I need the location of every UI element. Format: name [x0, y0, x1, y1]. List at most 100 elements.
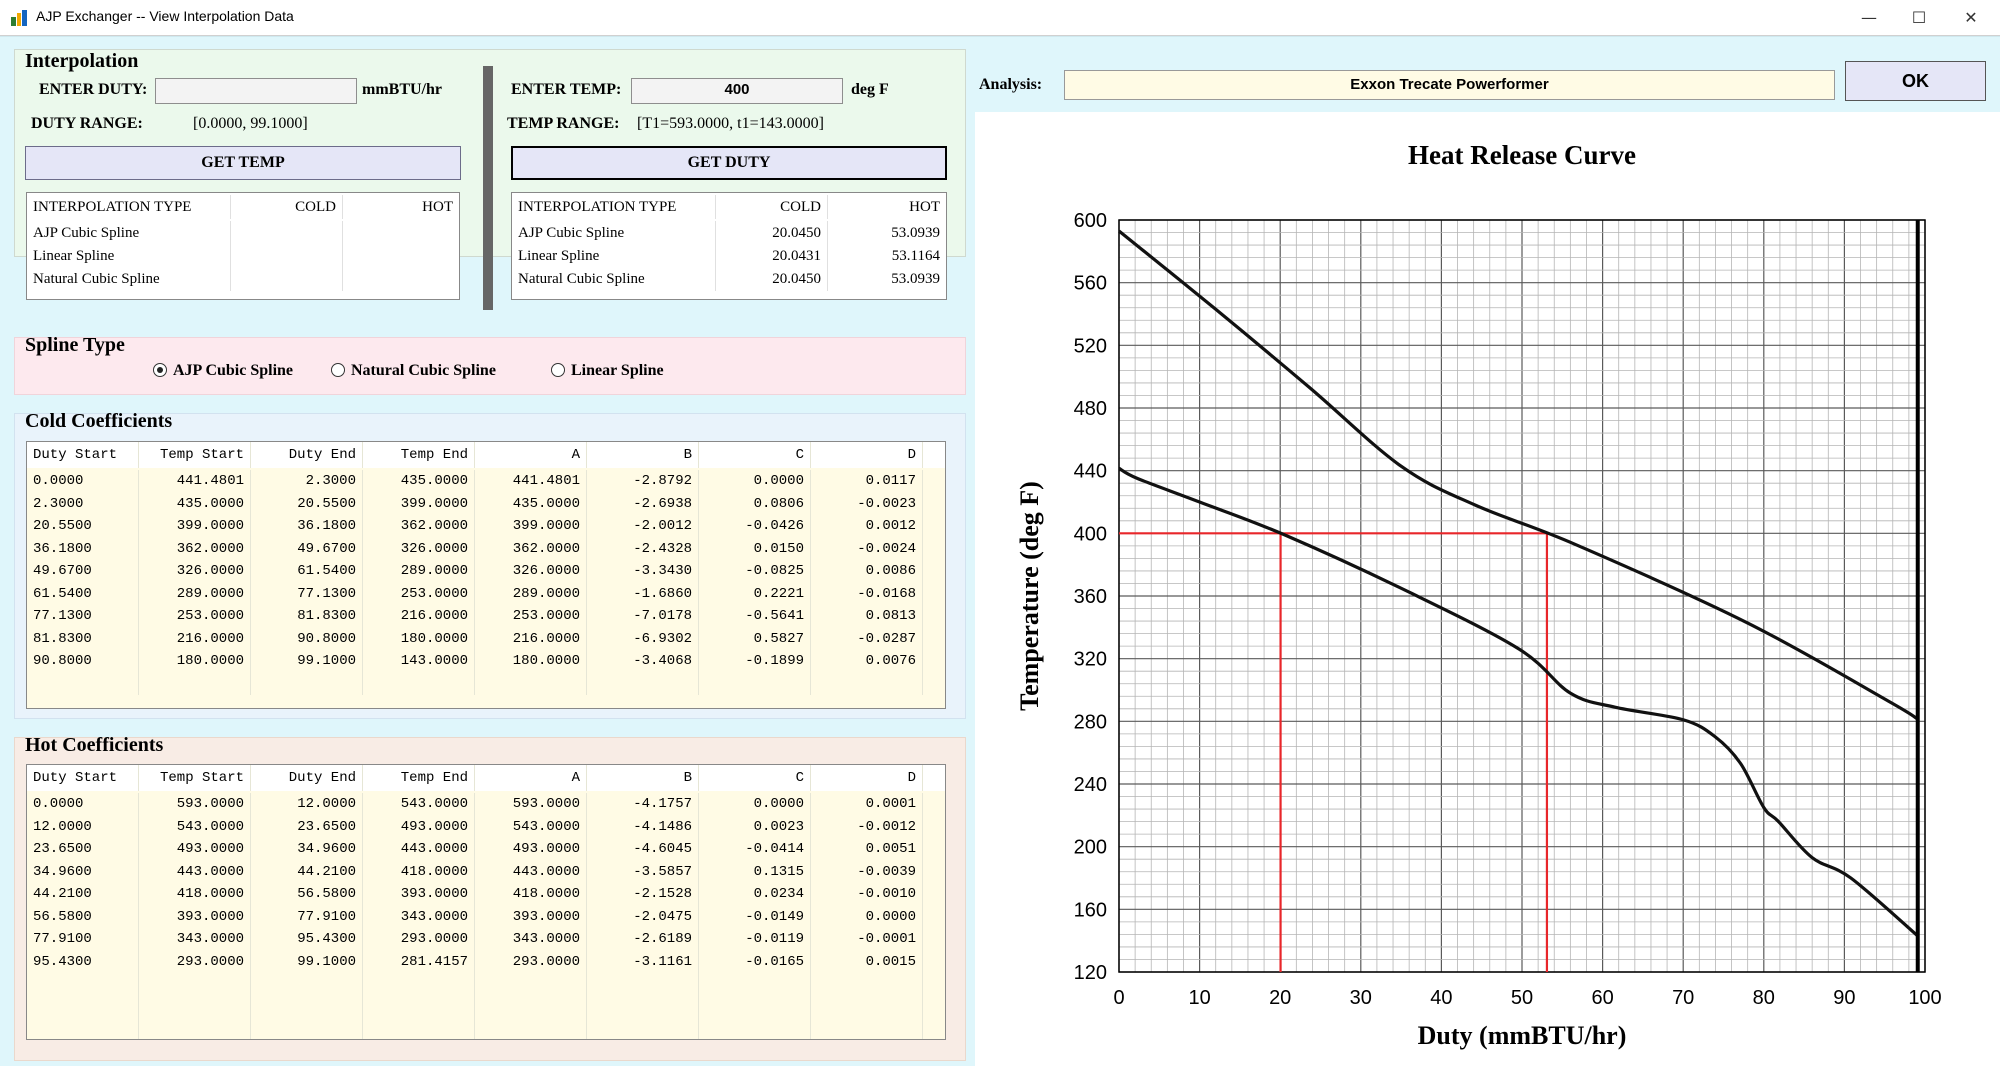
- table-row[interactable]: 36.1800 362.0000 49.6700 326.0000 362.0000 -2…: [27, 537, 945, 560]
- table-row[interactable]: 12.0000 543.0000 23.6500 493.0000 543.0000 -4…: [27, 815, 945, 838]
- grid-cell: 81.8300: [251, 605, 363, 628]
- grid-cell: 23.6500: [251, 815, 363, 838]
- cold-cell: 20.0450: [716, 221, 828, 245]
- hot-coefficients-grid[interactable]: Duty Start Temp Start Duty End Temp End A B C D…: [26, 764, 946, 1040]
- grid-cell: 12.0000: [251, 793, 363, 816]
- table-row[interactable]: 20.5500 399.0000 36.1800 362.0000 399.0000 -2…: [27, 515, 945, 538]
- radio-natural-cubic-spline[interactable]: Natural Cubic Spline: [331, 362, 496, 380]
- temp-input[interactable]: 400: [631, 78, 843, 104]
- grid-cell: 99.1000: [251, 650, 363, 673]
- grid-cell: 443.0000: [139, 860, 251, 883]
- table-row[interactable]: 81.8300 216.0000 90.8000 180.0000 216.0000 -6…: [27, 627, 945, 650]
- grid-column-header[interactable]: Duty Start: [27, 442, 139, 468]
- ok-button[interactable]: OK: [1845, 61, 1986, 101]
- grid-column-header[interactable]: A: [475, 765, 587, 791]
- col-hot: HOT: [422, 199, 453, 215]
- grid-cell: [811, 995, 923, 1018]
- grid-cell: 216.0000: [139, 627, 251, 650]
- table-row[interactable]: 61.5400 289.0000 77.1300 253.0000 289.0000 -1…: [27, 582, 945, 605]
- minimize-button[interactable]: —: [1861, 8, 1877, 27]
- radio-ajp-cubic-spline[interactable]: AJP Cubic Spline: [153, 362, 293, 380]
- table-row[interactable]: [27, 672, 945, 695]
- table-row[interactable]: 44.2100 418.0000 56.5800 393.0000 418.0000 -2…: [27, 883, 945, 906]
- grid-column-header[interactable]: C: [699, 442, 811, 468]
- y-tick-label: 120: [1074, 962, 1107, 984]
- table-row[interactable]: 90.8000 180.0000 99.1000 143.0000 180.0000 -3…: [27, 650, 945, 673]
- grid-cell: -4.1486: [587, 815, 699, 838]
- hot-coefficients-title: Hot Coefficients: [25, 734, 164, 756]
- table-row[interactable]: 2.3000 435.0000 20.5500 399.0000 435.0000 -2.…: [27, 492, 945, 515]
- grid-cell: [27, 973, 139, 996]
- grid-cell: 343.0000: [475, 928, 587, 951]
- table-row[interactable]: 49.6700 326.0000 61.5400 289.0000 326.0000 -3…: [27, 560, 945, 583]
- duty-input[interactable]: [155, 78, 357, 104]
- table-row[interactable]: [27, 995, 945, 1018]
- table-row[interactable]: 95.4300 293.0000 99.1000 281.4157 293.0000 -3…: [27, 950, 945, 973]
- table-row[interactable]: 0.0000 593.0000 12.0000 543.0000 593.0000 -4.…: [27, 793, 945, 816]
- maximize-button[interactable]: ☐: [1911, 8, 1927, 27]
- grid-cell: [699, 1018, 811, 1039]
- grid-column-header[interactable]: Duty Start: [27, 765, 139, 791]
- app-icon: [11, 10, 27, 26]
- table-row[interactable]: 56.5800 393.0000 77.9100 343.0000 393.0000 -2…: [27, 905, 945, 928]
- grid-cell: [587, 1018, 699, 1039]
- grid-cell: 95.4300: [27, 950, 139, 973]
- grid-cell: 0.0000: [27, 470, 139, 493]
- grid-column-header[interactable]: A: [475, 442, 587, 468]
- enter-duty-label: ENTER DUTY:: [39, 81, 148, 98]
- close-button[interactable]: ✕: [1964, 8, 1978, 27]
- grid-cell: 0.0000: [811, 905, 923, 928]
- x-axis-label: Duty (mmBTU/hr): [1418, 1021, 1627, 1050]
- grid-cell: -0.0039: [811, 860, 923, 883]
- grid-cell: 441.4801: [475, 470, 587, 493]
- grid-column-header[interactable]: B: [587, 442, 699, 468]
- grid-column-header[interactable]: Temp End: [363, 442, 475, 468]
- grid-column-header[interactable]: D: [811, 765, 923, 791]
- grid-cell: -0.0010: [811, 883, 923, 906]
- hot-curve-line: [1117, 229, 1919, 721]
- cold-coefficients-grid[interactable]: Duty Start Temp Start Duty End Temp End A B C D…: [26, 441, 946, 709]
- grid-cell: -0.0001: [811, 928, 923, 951]
- y-tick-label: 520: [1074, 335, 1107, 357]
- grid-column-header[interactable]: Temp Start: [139, 765, 251, 791]
- grid-cell: 36.1800: [27, 537, 139, 560]
- grid-cell: 289.0000: [363, 560, 475, 583]
- duty-unit-label: mmBTU/hr: [362, 81, 442, 98]
- table-row[interactable]: 0.0000 441.4801 2.3000 435.0000 441.4801 -2.8…: [27, 470, 945, 493]
- table-row[interactable]: 23.6500 493.0000 34.9600 443.0000 493.0000 -4…: [27, 838, 945, 861]
- grid-column-header[interactable]: D: [811, 442, 923, 468]
- analysis-label: Analysis:: [979, 76, 1043, 93]
- grid-cell: 343.0000: [363, 905, 475, 928]
- get-duty-button[interactable]: GET DUTY: [511, 146, 947, 180]
- grid-cell: -3.3430: [587, 560, 699, 583]
- table-row[interactable]: [27, 1018, 945, 1039]
- grid-cell: 0.0000: [27, 793, 139, 816]
- grid-column-header[interactable]: Duty End: [251, 442, 363, 468]
- get-temp-button[interactable]: GET TEMP: [25, 146, 461, 180]
- grid-cell: -2.8792: [587, 470, 699, 493]
- grid-cell: [363, 973, 475, 996]
- col-hot: HOT: [909, 199, 940, 215]
- grid-cell: 0.0813: [811, 605, 923, 628]
- grid-cell: [139, 973, 251, 996]
- hot-cell: [343, 267, 459, 291]
- table-row[interactable]: 34.9600 443.0000 44.2100 418.0000 443.0000 -3…: [27, 860, 945, 883]
- table-row[interactable]: 77.9100 343.0000 95.4300 293.0000 343.0000 -2…: [27, 928, 945, 951]
- x-tick-label: 50: [1511, 987, 1533, 1009]
- table-row[interactable]: 77.1300 253.0000 81.8300 216.0000 253.0000 -7…: [27, 605, 945, 628]
- y-tick-label: 240: [1074, 774, 1107, 796]
- grid-column-header[interactable]: C: [699, 765, 811, 791]
- enter-temp-label: ENTER TEMP:: [511, 81, 622, 98]
- grid-column-header[interactable]: B: [587, 765, 699, 791]
- grid-column-header[interactable]: Temp End: [363, 765, 475, 791]
- right-interpolation-table: INTERPOLATION TYPE COLD HOT AJP Cubic Sp…: [511, 192, 947, 300]
- grid-cell: [27, 672, 139, 695]
- grid-column-header[interactable]: Temp Start: [139, 442, 251, 468]
- interp-type-cell: Linear Spline: [27, 244, 231, 268]
- grid-cell: 418.0000: [363, 860, 475, 883]
- radio-linear-spline[interactable]: Linear Spline: [551, 362, 664, 380]
- grid-column-header[interactable]: Duty End: [251, 765, 363, 791]
- grid-cell: 0.0086: [811, 560, 923, 583]
- table-row[interactable]: [27, 973, 945, 996]
- y-tick-label: 600: [1074, 210, 1107, 232]
